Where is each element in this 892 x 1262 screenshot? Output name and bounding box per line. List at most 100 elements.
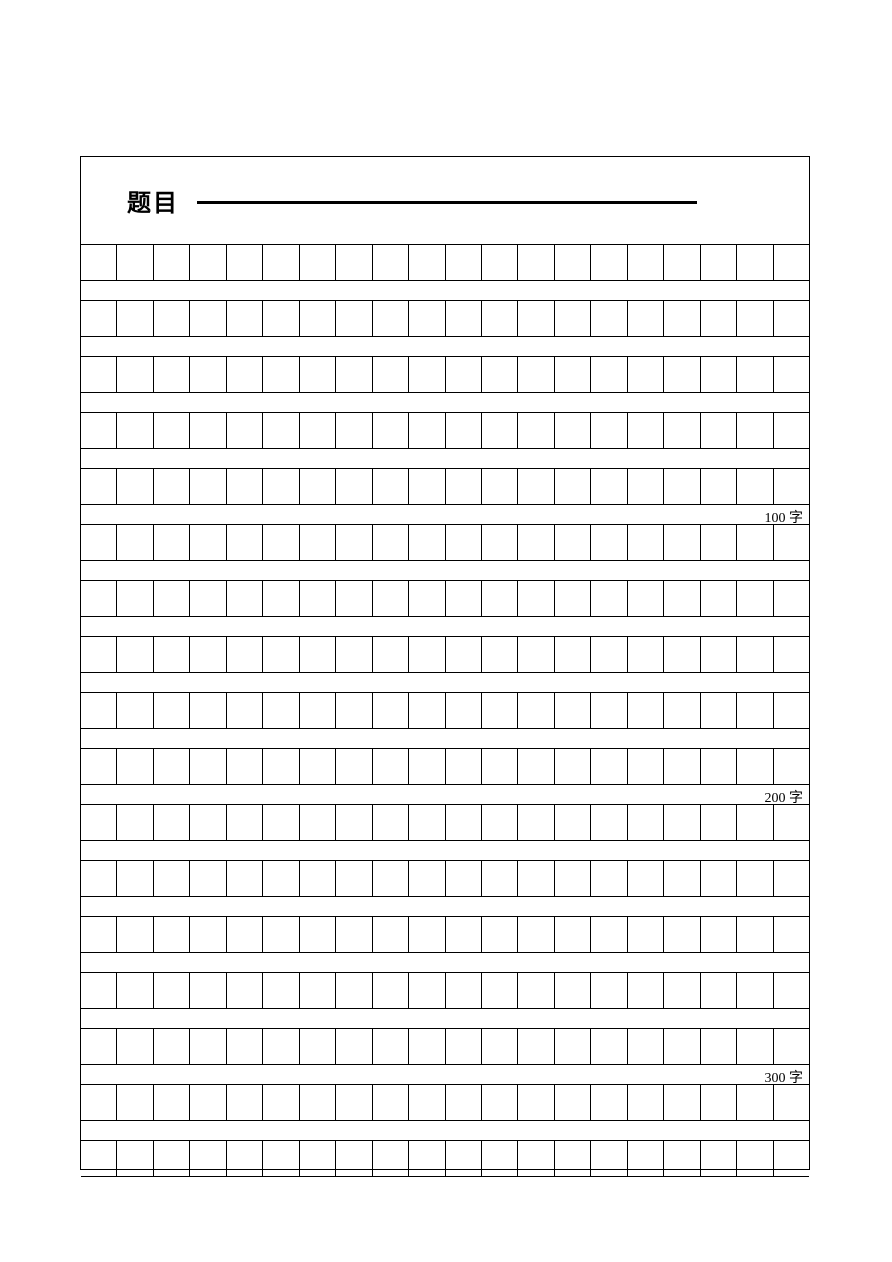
grid-cell [227,805,263,840]
grid-cell [518,469,554,504]
grid-cell [628,525,664,560]
grid-cell [774,301,809,336]
grid-cell [518,1141,554,1176]
spacer-row [81,448,809,468]
grid-cell [336,301,372,336]
grid-cell [117,1141,153,1176]
grid-cell [81,861,117,896]
grid-cell [591,637,627,672]
grid-row [81,749,809,784]
grid-cell [190,693,226,728]
grid-row [81,301,809,336]
grid-cell [409,1141,445,1176]
grid-cell [336,805,372,840]
grid-cell [555,245,591,280]
grid-cell [737,973,773,1008]
grid-cell [482,469,518,504]
grid-cell [300,1085,336,1120]
grid-cell [737,749,773,784]
grid-cell [737,805,773,840]
row-pair [81,693,809,749]
grid-cell [409,245,445,280]
grid-cell [373,469,409,504]
grid-cell [664,805,700,840]
grid-cell [227,749,263,784]
grid-cell [701,973,737,1008]
grid-cell [227,637,263,672]
grid-cell [373,1029,409,1064]
grid-cell [555,861,591,896]
grid-cell [591,525,627,560]
grid-cell [300,301,336,336]
grid-cell [81,693,117,728]
grid-cell [227,581,263,616]
grid-cell [737,917,773,952]
grid-cell [190,973,226,1008]
grid-cell [227,357,263,392]
grid-cell [409,693,445,728]
grid-cell [591,973,627,1008]
grid-cell [154,1029,190,1064]
grid-cell [591,581,627,616]
grid-cell [409,749,445,784]
grid-cell [154,1085,190,1120]
grid-cell [336,245,372,280]
grid-cell [591,1141,627,1176]
grid-cell [446,1085,482,1120]
grid-cell [628,917,664,952]
row-pair [81,413,809,469]
grid-cell [263,917,299,952]
title-underline [197,201,697,204]
grid-cell [701,301,737,336]
grid-cell [555,413,591,448]
grid-cell [117,693,153,728]
grid-cell [190,917,226,952]
grid-cell [154,749,190,784]
grid-cell [117,1085,153,1120]
grid-row [81,805,809,840]
grid-cell [117,581,153,616]
grid-cell [263,581,299,616]
row-pair [81,301,809,357]
grid-cell [628,1029,664,1064]
grid-cell [227,469,263,504]
grid-cell [81,973,117,1008]
grid-cell [409,637,445,672]
grid-cell [591,861,627,896]
row-pair [81,581,809,637]
grid-cell [664,861,700,896]
grid-cell [518,693,554,728]
grid-cell [737,245,773,280]
grid-cell [664,413,700,448]
grid-row [81,973,809,1008]
grid-cell [482,1141,518,1176]
grid-cell [664,581,700,616]
grid-cell [482,581,518,616]
grid-cell [227,917,263,952]
grid-cell [190,245,226,280]
grid-cell [300,973,336,1008]
title-header: 题目 [81,157,809,245]
row-pair [81,973,809,1029]
grid-cell [81,637,117,672]
grid-cell [81,525,117,560]
grid-cell [555,1141,591,1176]
grid-cell [774,805,809,840]
grid-cell [628,749,664,784]
grid-cell [263,637,299,672]
grid-cell [446,469,482,504]
grid-cell [518,973,554,1008]
grid-cell [664,525,700,560]
grid-cell [117,469,153,504]
grid-cell [336,1141,372,1176]
grid-cell [117,245,153,280]
grid-cell [227,1085,263,1120]
grid-cell [263,525,299,560]
row-pair [81,861,809,917]
grid-cell [117,413,153,448]
grid-cell [774,413,809,448]
grid-cell [555,301,591,336]
grid-cell [81,413,117,448]
grid-cell [701,637,737,672]
grid-cell [373,917,409,952]
